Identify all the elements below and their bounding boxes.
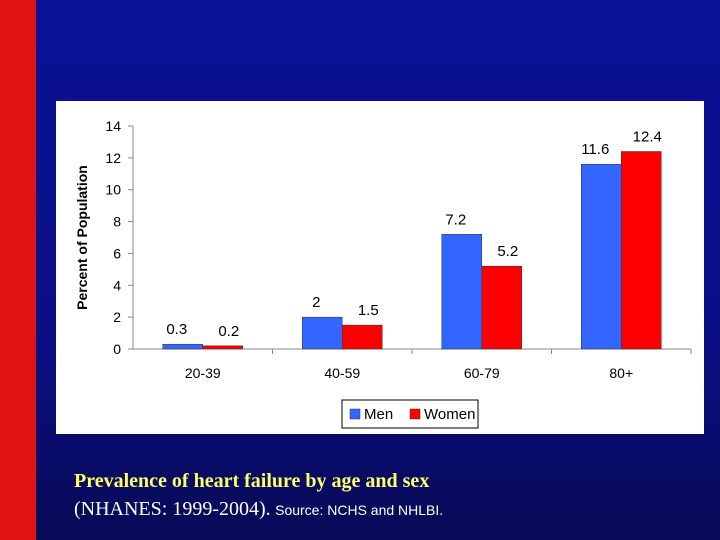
- x-tick-label: 80+: [609, 365, 633, 381]
- chart-panel: 0 2 4 6 8 10 12 14 Percent of Population 20-39 0.3…: [56, 101, 704, 434]
- bar-women-20-39: [202, 345, 243, 350]
- bar-men-60-79: [441, 234, 482, 350]
- bar-women-60-79: [481, 265, 522, 350]
- bar-women-40-59: [342, 324, 383, 350]
- data-label-men: 2: [312, 294, 320, 311]
- y-tick-label: 12: [105, 150, 121, 166]
- bar-men-80+: [581, 163, 622, 350]
- data-label-women: 1.5: [358, 302, 379, 319]
- x-tick-label: 60-79: [464, 365, 500, 381]
- caption-source-line: (NHANES: 1999-2004). Source: NCHS and NH…: [74, 494, 714, 526]
- legend-swatch-men: [349, 408, 361, 420]
- caption: Prevalence of heart failure by age and s…: [74, 468, 714, 526]
- bar-women-80+: [621, 151, 662, 350]
- bar-chart: 0 2 4 6 8 10 12 14 Percent of Population 20-39 0.3…: [74, 118, 692, 429]
- data-label-men: 7.2: [445, 211, 466, 228]
- bar-men-20-39: [162, 343, 203, 350]
- legend-swatch-women: [409, 408, 421, 420]
- y-tick-label: 10: [105, 182, 121, 198]
- data-label-women: 0.2: [218, 323, 239, 340]
- caption-dataset: (NHANES: 1999-2004).: [74, 498, 271, 520]
- left-accent-bar: [0, 0, 36, 540]
- y-tick-label: 2: [113, 309, 121, 325]
- data-label-men: 11.6: [581, 141, 609, 158]
- caption-source: Source: NCHS and NHLBI.: [275, 502, 444, 518]
- y-tick-label: 14: [105, 118, 121, 134]
- y-tick-label: 4: [113, 277, 121, 293]
- legend-label-men: Men: [364, 406, 393, 423]
- y-axis-title: Percent of Population: [74, 165, 90, 310]
- legend-label-women: Women: [424, 406, 475, 423]
- x-tick-label: 20-39: [185, 365, 221, 381]
- y-tick-label: 0: [113, 341, 121, 357]
- bar-men-40-59: [302, 316, 343, 350]
- x-tick-label: 40-59: [324, 365, 360, 381]
- data-label-women: 12.4: [633, 128, 662, 145]
- data-label-men: 0.3: [166, 321, 187, 338]
- data-label-women: 5.2: [497, 243, 518, 260]
- y-tick-label: 6: [113, 245, 121, 261]
- y-tick-label: 8: [113, 214, 121, 230]
- caption-title: Prevalence of heart failure by age and s…: [74, 470, 430, 492]
